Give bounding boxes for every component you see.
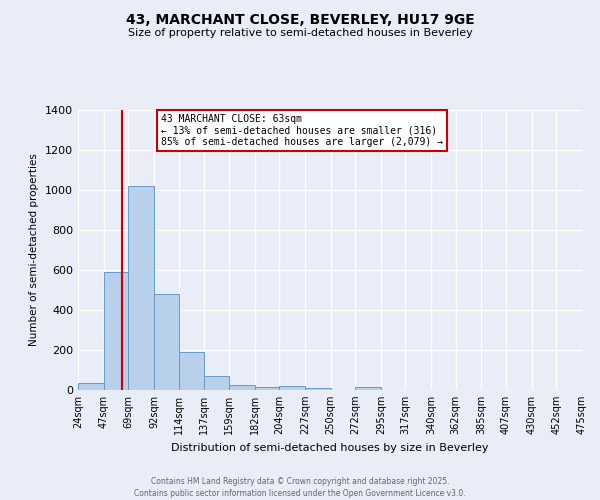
Bar bbox=[204, 376, 229, 390]
Text: 43, MARCHANT CLOSE, BEVERLEY, HU17 9GE: 43, MARCHANT CLOSE, BEVERLEY, HU17 9GE bbox=[125, 12, 475, 26]
Bar bbox=[78, 383, 104, 390]
Bar bbox=[128, 186, 154, 390]
Text: 43 MARCHANT CLOSE: 63sqm
← 13% of semi-detached houses are smaller (316)
85% of : 43 MARCHANT CLOSE: 63sqm ← 13% of semi-d… bbox=[161, 114, 443, 148]
Bar bbox=[179, 352, 204, 390]
Bar bbox=[355, 387, 381, 390]
X-axis label: Distribution of semi-detached houses by size in Beverley: Distribution of semi-detached houses by … bbox=[171, 442, 489, 452]
Text: Size of property relative to semi-detached houses in Beverley: Size of property relative to semi-detach… bbox=[128, 28, 472, 38]
Bar bbox=[254, 387, 279, 390]
Text: Contains HM Land Registry data © Crown copyright and database right 2025.
Contai: Contains HM Land Registry data © Crown c… bbox=[134, 476, 466, 498]
Y-axis label: Number of semi-detached properties: Number of semi-detached properties bbox=[29, 154, 40, 346]
Bar bbox=[279, 386, 305, 390]
Bar bbox=[104, 272, 128, 390]
Bar bbox=[229, 385, 254, 390]
Bar bbox=[154, 294, 179, 390]
Bar bbox=[305, 388, 331, 390]
